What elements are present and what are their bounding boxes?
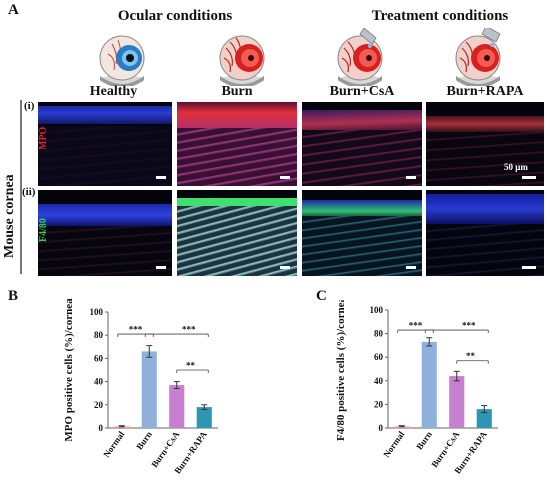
micrograph-f480-burn [177, 190, 297, 276]
x-tick-label: Burn [134, 429, 154, 451]
y-tick-label: 20 [94, 400, 104, 410]
bar [169, 385, 185, 428]
significance-label: *** [409, 321, 423, 331]
micrograph-mpo-burn [177, 102, 297, 186]
y-tick-label: 100 [90, 307, 104, 317]
y-tick-label: 60 [94, 353, 104, 363]
scale-bar [280, 266, 290, 269]
bar [141, 351, 157, 428]
scale-bar [522, 176, 536, 179]
x-tick-label: Burn [414, 429, 434, 451]
y-tick-label: 0 [379, 423, 384, 433]
scale-bar [406, 266, 416, 269]
y-axis-label: F4/80 positive cells (%)/cornea [335, 300, 347, 441]
scale-bar [156, 266, 166, 269]
bar [421, 341, 437, 428]
panel-a-letter: A [8, 2, 19, 18]
stain-label-mpo: MPO [38, 126, 49, 150]
mouse-cornea-label: Mouse cornea [2, 174, 17, 258]
y-tick-label: 80 [94, 330, 104, 340]
row-tag-i: (i) [24, 100, 35, 112]
y-tick-label: 0 [99, 423, 104, 433]
y-tick-label: 60 [374, 352, 384, 362]
micrograph-mpo-burn-rapa: 50 μm [426, 102, 544, 186]
panel-c-letter: C [316, 288, 327, 304]
stain-label-f480: F4/80 [38, 218, 49, 242]
scale-bar [406, 176, 416, 179]
significance-label: *** [182, 325, 196, 335]
panel-b-letter: B [8, 288, 19, 304]
micrograph-f480-healthy [38, 190, 172, 276]
scale-bar [280, 176, 290, 179]
micrograph-mpo-burn-csa [302, 102, 422, 186]
y-tick-label: 100 [370, 305, 384, 315]
significance-label: *** [129, 325, 143, 335]
micrograph-f480-burn-csa [302, 190, 422, 276]
y-tick-label: 40 [94, 377, 104, 387]
eye-healthy-icon [99, 35, 145, 86]
chart-f480: 0 20 40 60 80 100 F4/80 positive cells (%)/cor… [335, 300, 498, 476]
eye-burn-csa-icon [337, 28, 383, 86]
scale-bar [522, 266, 536, 269]
x-tick-label: Normal [381, 429, 406, 459]
column-title-burn-rapa: Burn+RAPA [446, 84, 524, 99]
y-tick-label: 20 [374, 399, 384, 409]
row-tag-ii: (ii) [22, 186, 36, 198]
bar [196, 407, 212, 428]
y-axis-label: MPO positive cells (%)/cornea [63, 298, 75, 442]
significance-label: ** [466, 351, 476, 361]
bar [476, 409, 492, 428]
column-title-healthy: Healthy [89, 84, 138, 99]
eye-burn-icon [219, 35, 265, 86]
side-bracket [20, 100, 22, 274]
micrograph-f480-burn-rapa [426, 190, 544, 276]
y-tick-label: 80 [374, 329, 384, 339]
significance-label: *** [462, 321, 476, 331]
scale-label: 50 μm [504, 162, 528, 172]
x-tick-label: Normal [101, 429, 126, 459]
column-title-burn-csa: Burn+CsA [329, 84, 395, 99]
treatment-conditions-title: Treatment conditions [371, 8, 509, 24]
bar [449, 376, 465, 428]
column-title-burn: Burn [221, 84, 253, 99]
y-tick-label: 40 [374, 376, 384, 386]
micrograph-mpo-healthy [38, 102, 172, 186]
significance-label: ** [186, 361, 196, 371]
chart-mpo: 0 20 40 60 80 100 MPO positive cells (%)/corne… [63, 298, 218, 476]
eye-burn-rapa-icon [455, 28, 501, 86]
scale-bar [156, 176, 166, 179]
ocular-conditions-title: Ocular conditions [117, 8, 233, 24]
eye-illustrations [99, 28, 501, 86]
